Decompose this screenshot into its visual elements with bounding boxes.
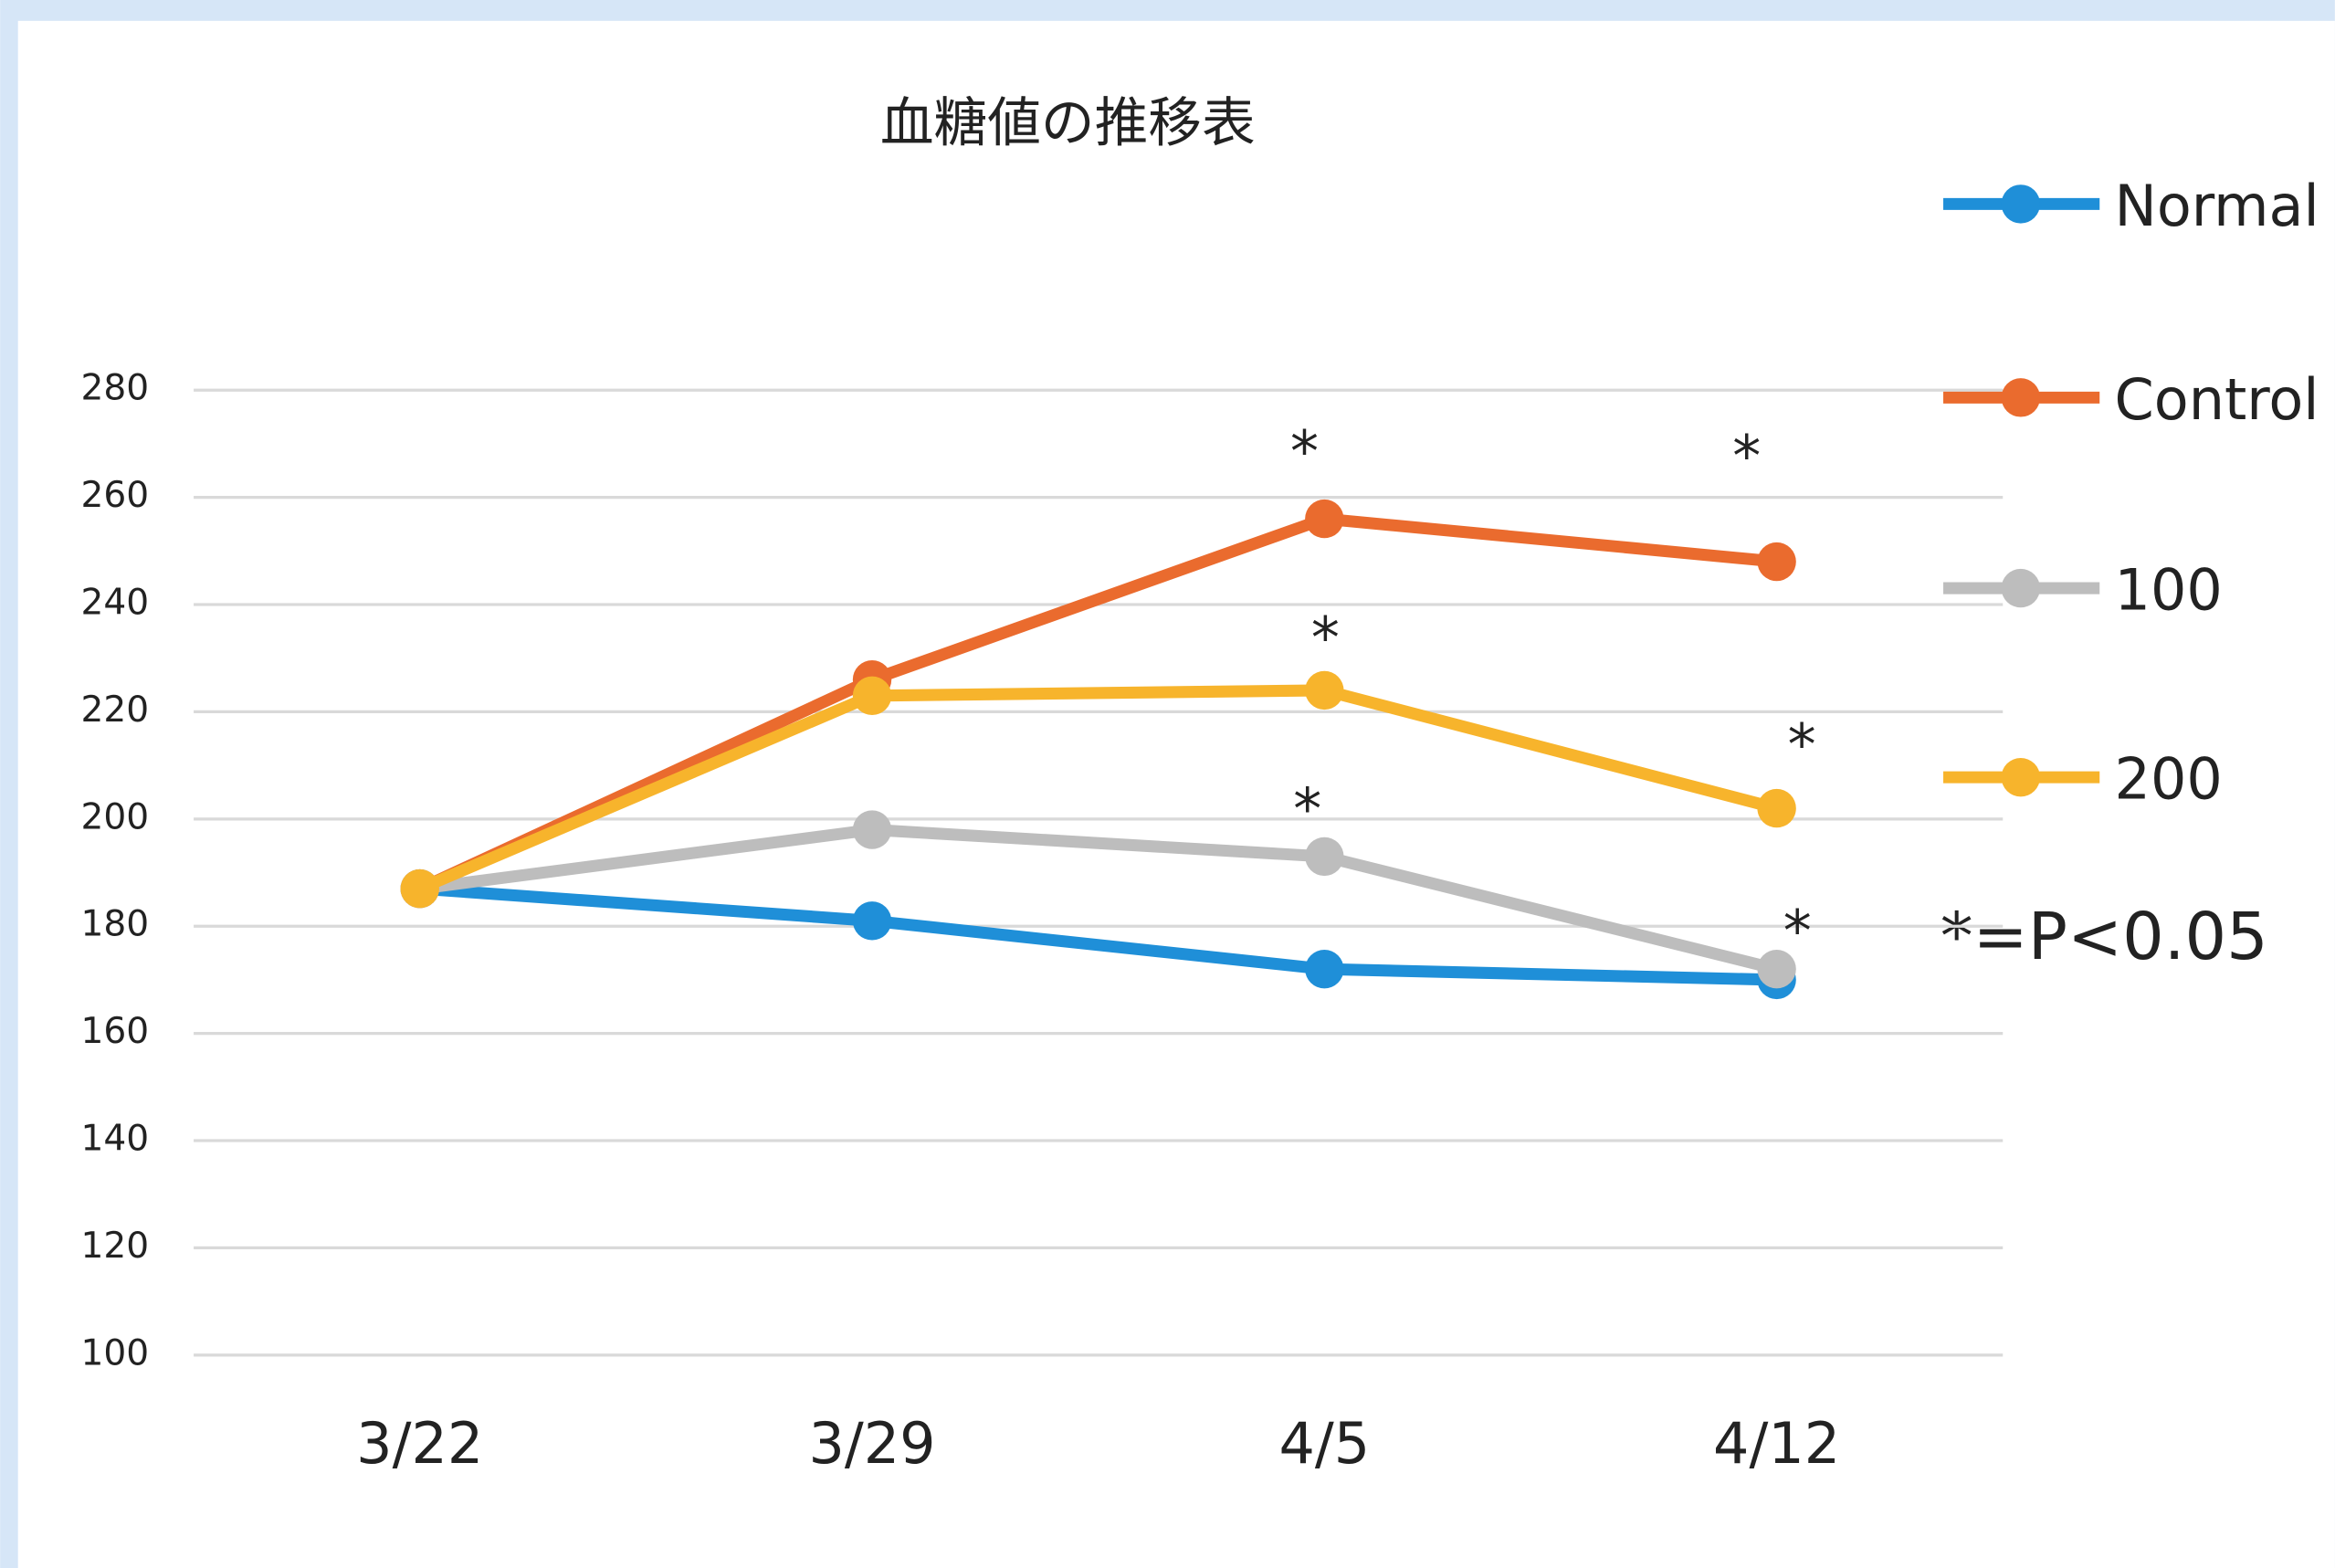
legend-label: Normal xyxy=(2115,173,2319,239)
legend-marker xyxy=(2001,757,2041,797)
x-tick-label: 3/22 xyxy=(356,1410,483,1477)
legend-label: Control xyxy=(2115,366,2319,433)
y-tick-label: 260 xyxy=(80,475,149,516)
y-tick-label: 220 xyxy=(80,689,149,731)
plot-background xyxy=(17,20,2335,1568)
chart-title: 血糖値の推移表 xyxy=(880,92,1256,154)
annotation: * xyxy=(1290,418,1319,485)
data-point xyxy=(852,901,892,941)
annotation: * xyxy=(1783,898,1812,964)
data-point xyxy=(1305,837,1344,877)
legend-label: 200 xyxy=(2115,746,2223,813)
legend-marker xyxy=(2001,568,2041,608)
note: *=P<0.05 xyxy=(1941,898,2268,974)
annotation: * xyxy=(1311,605,1340,671)
series-line xyxy=(417,512,1778,895)
series-line xyxy=(417,684,1779,895)
y-tick-label: 120 xyxy=(80,1226,149,1267)
x-tick-label: 3/29 xyxy=(808,1410,935,1477)
data-point xyxy=(852,676,892,716)
y-tick-label: 100 xyxy=(80,1332,149,1373)
data-point xyxy=(1305,670,1344,710)
y-tick-label: 240 xyxy=(80,583,149,624)
annotation: * xyxy=(1293,775,1321,842)
data-point xyxy=(1305,949,1344,989)
y-tick-label: 280 xyxy=(80,368,149,409)
x-tick-label: 4/12 xyxy=(1713,1410,1840,1477)
y-tick-label: 200 xyxy=(80,796,149,837)
data-point xyxy=(1305,499,1344,539)
data-point xyxy=(1757,788,1796,828)
data-point xyxy=(852,810,892,849)
series-line xyxy=(418,824,1779,975)
x-tick-label: 4/5 xyxy=(1278,1410,1370,1477)
y-tick-label: 160 xyxy=(80,1011,149,1052)
legend-marker xyxy=(2001,184,2041,224)
y-tick-label: 140 xyxy=(80,1119,149,1160)
data-point xyxy=(1757,542,1796,582)
legend-label: 100 xyxy=(2115,557,2223,624)
annotation: * xyxy=(1788,711,1816,778)
y-tick-label: 180 xyxy=(80,904,149,945)
data-point xyxy=(400,868,439,909)
series-line xyxy=(419,882,1777,986)
data-point xyxy=(1757,949,1796,989)
legend-marker xyxy=(2001,378,2041,417)
annotation: * xyxy=(1732,423,1761,489)
